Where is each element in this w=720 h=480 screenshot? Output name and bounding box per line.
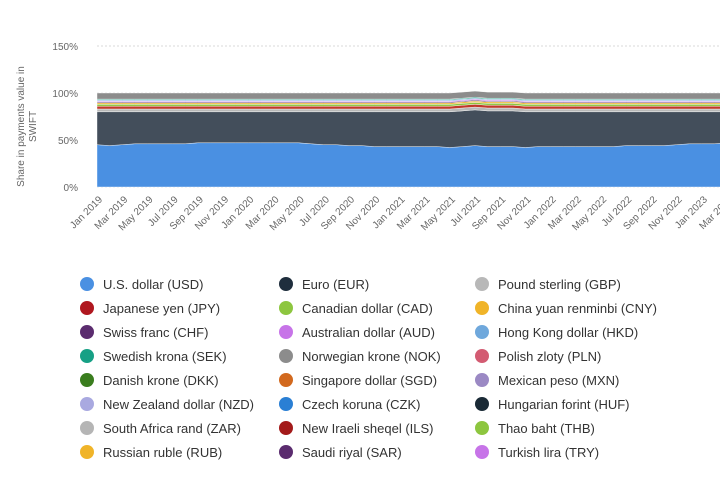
legend-item[interactable]: Saudi riyal (SAR) <box>279 442 402 462</box>
legend-label: U.S. dollar (USD) <box>103 276 204 292</box>
legend-marker <box>80 349 94 363</box>
legend-item[interactable]: Euro (EUR) <box>279 274 369 294</box>
area-series[interactable] <box>96 90 720 100</box>
legend-item[interactable]: Australian dollar (AUD) <box>279 322 435 342</box>
legend-item[interactable]: Canadian dollar (CAD) <box>279 298 433 318</box>
legend-marker <box>279 445 293 459</box>
legend-label: Swiss franc (CHF) <box>103 324 209 340</box>
legend-marker <box>475 325 489 339</box>
legend-label: South Africa rand (ZAR) <box>103 420 241 436</box>
legend-marker <box>279 277 293 291</box>
legend-item[interactable]: China yuan renminbi (CNY) <box>475 298 657 318</box>
legend-marker <box>475 277 489 291</box>
legend-marker <box>279 349 293 363</box>
legend-marker <box>475 349 489 363</box>
legend-marker <box>80 397 94 411</box>
legend-label: Euro (EUR) <box>302 276 370 292</box>
legend-marker <box>80 301 94 315</box>
legend-label: Polish zloty (PLN) <box>498 348 602 364</box>
legend-item[interactable]: Turkish lira (TRY) <box>475 442 599 462</box>
legend-marker <box>279 325 293 339</box>
y-axis-label: Share in payments value in <box>16 66 27 187</box>
legend-label: Saudi riyal (SAR) <box>302 444 402 460</box>
legend-marker <box>80 277 94 291</box>
legend-item[interactable]: New Iraeli sheqel (ILS) <box>279 418 434 438</box>
legend-label: Japanese yen (JPY) <box>103 300 221 316</box>
legend-item[interactable]: Czech koruna (CZK) <box>279 394 420 414</box>
legend-label: New Iraeli sheqel (ILS) <box>302 420 434 436</box>
legend-label: Swedish krona (SEK) <box>103 348 227 364</box>
legend-item[interactable]: Danish krone (DKK) <box>80 370 219 390</box>
y-tick-label: 0% <box>64 183 79 194</box>
legend-marker <box>475 421 489 435</box>
legend-item[interactable]: Pound sterling (GBP) <box>475 274 621 294</box>
legend-item[interactable]: Norwegian krone (NOK) <box>279 346 441 366</box>
legend-label: Danish krone (DKK) <box>103 372 219 388</box>
legend-item[interactable]: Mexican peso (MXN) <box>475 370 619 390</box>
legend: U.S. dollar (USD) Euro (EUR) Pound sterlin… <box>0 274 720 480</box>
legend-label: China yuan renminbi (CNY) <box>498 300 657 316</box>
legend-label: Mexican peso (MXN) <box>498 372 620 388</box>
legend-marker <box>475 445 489 459</box>
legend-marker <box>475 373 489 387</box>
legend-item[interactable]: South Africa rand (ZAR) <box>80 418 241 438</box>
legend-label: Canadian dollar (CAD) <box>302 300 433 316</box>
legend-marker <box>80 421 94 435</box>
legend-item[interactable]: Swiss franc (CHF) <box>80 322 208 342</box>
legend-label: Czech koruna (CZK) <box>302 396 421 412</box>
legend-label: Turkish lira (TRY) <box>498 444 600 460</box>
legend-label: Norwegian krone (NOK) <box>302 348 441 364</box>
legend-label: Russian ruble (RUB) <box>103 444 223 460</box>
legend-item[interactable]: Singapore dollar (SGD) <box>279 370 437 390</box>
legend-item[interactable]: Thao baht (THB) <box>475 418 595 438</box>
legend-marker <box>80 373 94 387</box>
y-tick-label: 100% <box>52 89 78 100</box>
legend-item[interactable]: Hong Kong dollar (HKD) <box>475 322 638 342</box>
area-series[interactable] <box>96 109 720 148</box>
legend-item[interactable]: Hungarian forint (HUF) <box>475 394 630 414</box>
y-axis-label-line2: SWIFT <box>28 111 39 142</box>
y-tick-label: 150% <box>52 42 78 53</box>
legend-item[interactable]: Polish zloty (PLN) <box>475 346 601 366</box>
y-tick-label: 50% <box>58 136 78 147</box>
legend-item[interactable]: Japanese yen (JPY) <box>80 298 220 318</box>
legend-item[interactable]: New Zealand dollar (NZD) <box>80 394 254 414</box>
legend-marker <box>279 421 293 435</box>
legend-item[interactable]: U.S. dollar (USD) <box>80 274 203 294</box>
legend-item[interactable]: Russian ruble (RUB) <box>80 442 222 462</box>
legend-marker <box>475 397 489 411</box>
legend-label: Pound sterling (GBP) <box>498 276 621 292</box>
legend-marker <box>279 373 293 387</box>
legend-label: Australian dollar (AUD) <box>302 324 435 340</box>
legend-marker <box>279 301 293 315</box>
legend-marker <box>80 445 94 459</box>
legend-label: Hong Kong dollar (HKD) <box>498 324 639 340</box>
legend-label: Hungarian forint (HUF) <box>498 396 630 412</box>
legend-label: Singapore dollar (SGD) <box>302 372 438 388</box>
legend-item[interactable]: Swedish krona (SEK) <box>80 346 227 366</box>
legend-marker <box>475 301 489 315</box>
legend-label: Thao baht (THB) <box>498 420 595 436</box>
legend-marker <box>80 325 94 339</box>
legend-label: New Zealand dollar (NZD) <box>103 396 254 412</box>
legend-marker <box>279 397 293 411</box>
